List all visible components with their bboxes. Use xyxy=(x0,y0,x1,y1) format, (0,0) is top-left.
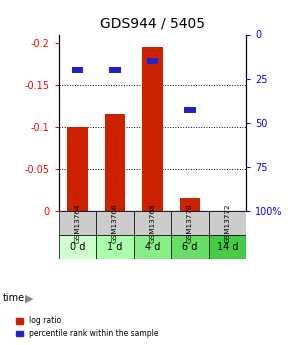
Bar xyxy=(147,58,158,64)
Text: 0 d: 0 d xyxy=(70,242,85,252)
Text: GSM13770: GSM13770 xyxy=(187,203,193,243)
Bar xyxy=(67,127,88,211)
Bar xyxy=(142,47,163,211)
Bar xyxy=(171,211,209,235)
Bar xyxy=(171,235,209,259)
Title: GDS944 / 5405: GDS944 / 5405 xyxy=(100,17,205,31)
Text: 1 d: 1 d xyxy=(107,242,122,252)
Text: ▶: ▶ xyxy=(25,294,33,303)
Bar xyxy=(134,211,171,235)
Text: GSM13764: GSM13764 xyxy=(74,203,80,243)
Bar xyxy=(209,235,246,259)
Bar xyxy=(109,67,120,73)
Text: time: time xyxy=(3,294,25,303)
Bar xyxy=(96,211,134,235)
Bar xyxy=(59,235,96,259)
Text: 6 d: 6 d xyxy=(182,242,197,252)
Text: 14 d: 14 d xyxy=(217,242,238,252)
Bar xyxy=(72,67,83,73)
Text: GSM13768: GSM13768 xyxy=(149,203,155,243)
Bar xyxy=(96,235,134,259)
Bar xyxy=(184,107,195,113)
Bar xyxy=(209,211,246,235)
Text: GSM13772: GSM13772 xyxy=(224,203,230,243)
Bar xyxy=(134,235,171,259)
Text: 4 d: 4 d xyxy=(145,242,160,252)
Bar xyxy=(105,114,125,211)
Bar xyxy=(59,211,96,235)
Text: GSM13766: GSM13766 xyxy=(112,203,118,243)
Bar xyxy=(180,198,200,211)
Legend: log ratio, percentile rank within the sample: log ratio, percentile rank within the sa… xyxy=(13,313,162,341)
